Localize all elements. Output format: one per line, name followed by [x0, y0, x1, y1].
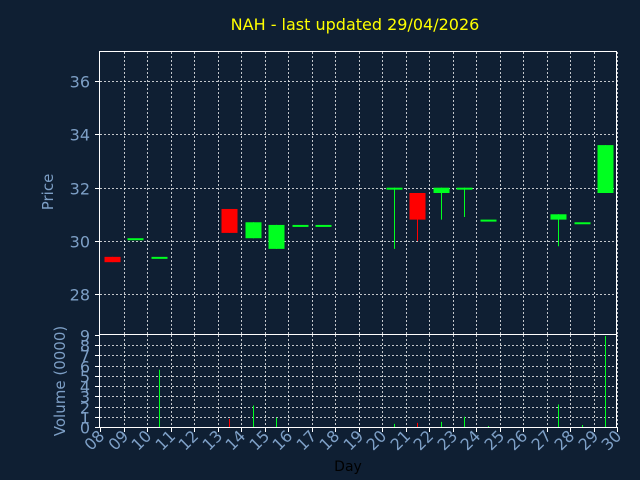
candle-body	[456, 187, 473, 190]
price-y-axis: 28 30 32 34 36	[70, 73, 100, 305]
volume-tick-label: 4	[80, 378, 90, 397]
volume-plot-frame	[99, 334, 617, 428]
price-plot-frame	[99, 51, 617, 335]
price-tick-label: 36	[70, 73, 90, 92]
volume-tick-label: 8	[80, 337, 90, 356]
price-tick-label: 28	[70, 286, 90, 305]
day-axis-label: Day	[334, 459, 362, 475]
candle-body	[433, 187, 450, 193]
volume-tick-label: 5	[80, 368, 90, 387]
volume-axis-label: Volume (0000)	[51, 326, 69, 436]
day-x-axis: 0809101112131415161718192021222324252627…	[80, 426, 625, 454]
candle-body	[386, 187, 403, 190]
chart-title: NAH - last updated 29/04/2026	[231, 15, 480, 34]
candle-body	[151, 256, 168, 259]
day-tick-label: 30	[597, 426, 625, 454]
price-tick-label: 34	[70, 126, 90, 145]
price-tick-label: 32	[70, 180, 90, 199]
candle-body	[315, 224, 332, 227]
price-grid	[100, 52, 618, 334]
volume-tick-label: 7	[80, 347, 90, 366]
candle-body	[597, 145, 614, 193]
volume-grid	[100, 335, 618, 427]
volume-tick-label: 6	[80, 358, 90, 377]
candle-body	[268, 224, 285, 249]
volume-tick-label: 2	[80, 399, 90, 418]
price-candles	[104, 145, 614, 263]
candle-body	[480, 219, 497, 222]
candle-body	[574, 222, 591, 225]
candle-body	[550, 214, 567, 220]
candle-body	[292, 224, 309, 227]
volume-tick-label: 3	[80, 388, 90, 407]
candle-body	[221, 208, 238, 233]
candle-body	[104, 256, 121, 263]
candle-body	[127, 238, 144, 241]
price-axis-label: Price	[39, 174, 57, 211]
volume-bars	[159, 336, 606, 427]
price-tick-label: 30	[70, 233, 90, 252]
volume-tick-label: 1	[80, 409, 90, 428]
volume-tick-label: 9	[80, 327, 90, 346]
candle-body	[245, 222, 262, 239]
candle-body	[409, 193, 426, 220]
volume-tick-label: 0	[80, 419, 90, 438]
